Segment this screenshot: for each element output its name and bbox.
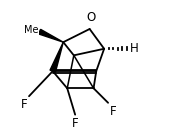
Text: F: F [72, 117, 78, 130]
Text: F: F [20, 98, 27, 111]
Text: Me: Me [24, 25, 38, 35]
Polygon shape [50, 42, 63, 72]
Text: H: H [130, 42, 139, 55]
Text: O: O [86, 11, 96, 24]
Polygon shape [39, 29, 63, 42]
Text: F: F [110, 105, 117, 118]
